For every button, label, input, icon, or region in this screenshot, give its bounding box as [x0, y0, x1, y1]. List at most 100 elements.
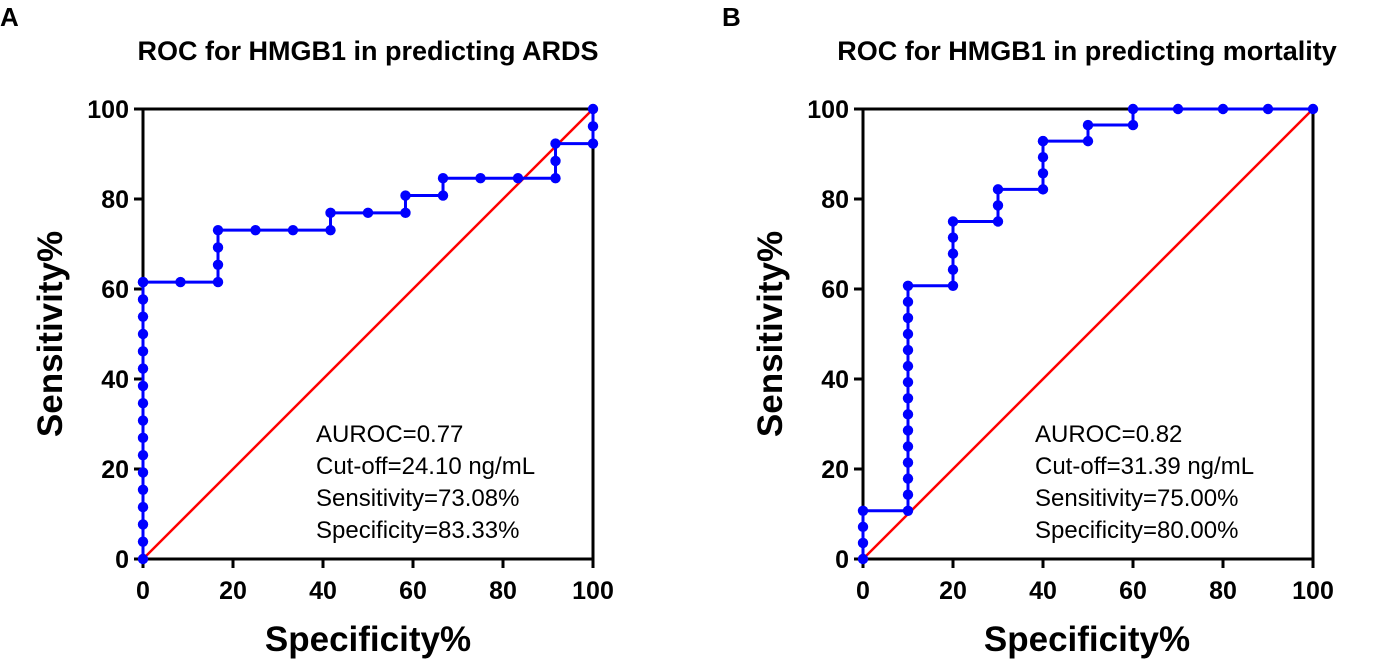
roc-point: [1307, 103, 1319, 115]
roc-point: [902, 393, 914, 404]
x-tick-label: 20: [939, 577, 967, 605]
y-tick-label: 80: [101, 186, 129, 214]
roc-point: [512, 173, 524, 184]
annotation-auroc: AUROC=0.77: [316, 421, 463, 448]
roc-point: [400, 190, 411, 201]
panel-b: B ROC for HMGB1 in predicting mortality …: [722, 2, 1337, 659]
roc-point: [902, 280, 914, 292]
roc-point: [902, 473, 914, 484]
roc-point: [947, 264, 959, 275]
x-tick-label: 20: [219, 577, 247, 605]
y-tick-label: 60: [821, 276, 849, 304]
roc-point: [137, 432, 149, 444]
roc-point: [212, 259, 224, 270]
y-axis-label-b: Sensitivity%: [751, 231, 790, 437]
roc-point: [902, 360, 914, 372]
roc-point: [587, 103, 599, 115]
y-tick-label: 100: [807, 96, 849, 124]
roc-point: [902, 409, 914, 420]
x-tick-label: 60: [1119, 577, 1147, 605]
roc-point: [137, 311, 149, 322]
plot-frame: [861, 107, 1315, 561]
roc-point: [550, 138, 561, 149]
roc-point: [212, 242, 224, 253]
annotation-box-b: AUROC=0.82 Cut-off=31.39 ng/mL Sensitivi…: [1035, 421, 1254, 544]
annotation-specificity: Specificity=83.33%: [316, 517, 519, 544]
roc-point: [137, 398, 149, 409]
roc-point: [947, 280, 959, 292]
roc-point: [1037, 151, 1049, 163]
roc-point: [857, 505, 869, 517]
chart-title-b: ROC for HMGB1 in predicting mortality: [837, 36, 1337, 66]
roc-point: [550, 155, 561, 167]
x-axis-label-a: Specificity%: [265, 620, 471, 659]
y-tick-label: 20: [101, 456, 129, 484]
roc-point: [992, 216, 1004, 227]
roc-point: [902, 312, 914, 324]
roc-point: [947, 232, 959, 243]
annotation-sensitivity: Sensitivity=75.00%: [1035, 485, 1238, 512]
roc-point: [902, 344, 914, 356]
roc-point: [137, 519, 149, 530]
roc-point: [550, 173, 561, 184]
roc-point: [287, 224, 299, 236]
x-tick-label: 40: [1029, 577, 1057, 605]
y-tick-label: 0: [835, 546, 849, 574]
roc-point: [902, 489, 914, 500]
roc-point: [437, 190, 449, 201]
roc-point: [947, 216, 959, 227]
roc-point: [1127, 103, 1139, 115]
roc-point: [902, 376, 914, 388]
roc-point: [400, 207, 411, 219]
roc-point: [587, 138, 599, 149]
roc-point: [325, 207, 336, 219]
roc-point: [250, 224, 261, 236]
y-tick-label: 0: [115, 546, 129, 574]
roc-point: [1127, 119, 1139, 131]
roc-point: [362, 207, 374, 219]
roc-point: [175, 276, 186, 288]
roc-point: [902, 328, 914, 340]
roc-point: [902, 457, 914, 468]
roc-point: [902, 296, 914, 308]
y-tick-label: 100: [87, 96, 129, 124]
annotation-cutoff: Cut-off=24.10 ng/mL: [316, 453, 535, 480]
roc-point: [902, 505, 914, 517]
y-axis-label-a: Sensitivity%: [31, 231, 70, 437]
y-tick-label: 60: [101, 276, 129, 304]
roc-point: [137, 553, 149, 565]
roc-point: [437, 173, 449, 184]
roc-point: [1172, 103, 1184, 115]
roc-point: [992, 200, 1004, 211]
roc-point: [857, 537, 869, 549]
x-tick-label: 0: [136, 577, 150, 605]
roc-point: [137, 276, 149, 288]
reference-line: [862, 108, 1314, 560]
x-tick-label: 0: [856, 577, 870, 605]
roc-point: [1082, 119, 1094, 131]
roc-point: [137, 449, 149, 461]
y-tick-label: 20: [821, 456, 849, 484]
roc-point: [212, 224, 224, 236]
x-tick-label: 40: [309, 577, 337, 605]
roc-point: [947, 248, 959, 259]
annotation-auroc: AUROC=0.82: [1035, 421, 1182, 448]
panel-a: A ROC for HMGB1 in predicting ARDS Speci…: [0, 2, 614, 659]
reference-line: [142, 108, 594, 560]
roc-point: [1037, 168, 1049, 179]
roc-point: [137, 484, 149, 495]
roc-point: [137, 346, 149, 357]
roc-point: [137, 536, 149, 547]
annotation-specificity: Specificity=80.00%: [1035, 517, 1238, 544]
annotation-box-a: AUROC=0.77 Cut-off=24.10 ng/mL Sensitivi…: [316, 421, 535, 544]
x-tick-label: 80: [1209, 577, 1237, 605]
panel-letter-a: A: [0, 2, 19, 32]
roc-point: [137, 415, 149, 426]
roc-point: [325, 224, 336, 236]
chart-title-a: ROC for HMGB1 in predicting ARDS: [137, 36, 598, 66]
y-tick-label: 40: [101, 366, 129, 394]
roc-point: [1262, 103, 1274, 115]
roc-point: [992, 184, 1004, 195]
roc-point: [1217, 103, 1229, 115]
